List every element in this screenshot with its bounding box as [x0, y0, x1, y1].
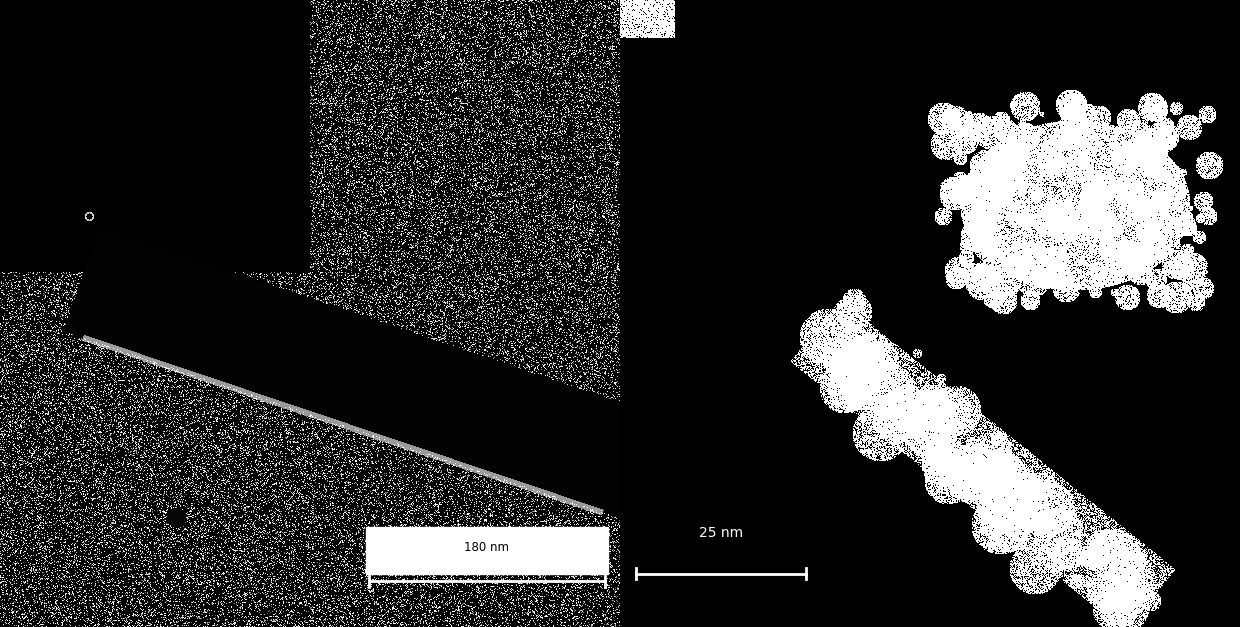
- FancyBboxPatch shape: [366, 527, 608, 574]
- Text: 25 nm: 25 nm: [698, 526, 743, 540]
- Text: 180 nm: 180 nm: [464, 541, 510, 554]
